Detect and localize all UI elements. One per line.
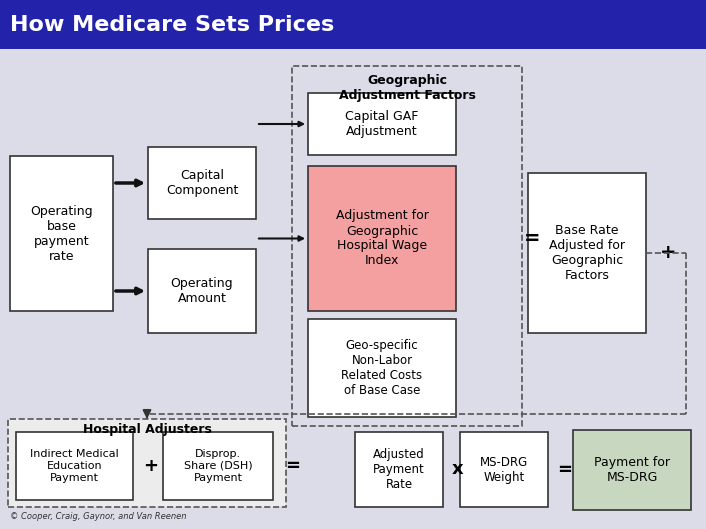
Bar xyxy=(0,0,706,49)
Text: Adjustment for
Geographic
Hospital Wage
Index: Adjustment for Geographic Hospital Wage … xyxy=(335,209,429,268)
Text: =: = xyxy=(558,461,573,479)
Text: =: = xyxy=(285,457,301,475)
Text: How Medicare Sets Prices: How Medicare Sets Prices xyxy=(10,15,334,35)
Bar xyxy=(148,147,256,219)
Bar xyxy=(8,419,286,507)
Text: Base Rate
Adjusted for
Geographic
Factors: Base Rate Adjusted for Geographic Factor… xyxy=(549,224,625,282)
Text: Disprop.
Share (DSH)
Payment: Disprop. Share (DSH) Payment xyxy=(184,450,252,482)
Text: © Cooper, Craig, Gaynor, and Van Reenen: © Cooper, Craig, Gaynor, and Van Reenen xyxy=(10,512,186,521)
Text: Operating
Amount: Operating Amount xyxy=(171,277,233,305)
Text: x: x xyxy=(452,461,464,479)
Text: Geographic
Adjustment Factors: Geographic Adjustment Factors xyxy=(339,74,475,102)
Bar xyxy=(10,156,113,311)
Text: MS-DRG
Weight: MS-DRG Weight xyxy=(480,455,528,484)
Bar xyxy=(460,432,548,507)
Text: +: + xyxy=(659,243,676,262)
Text: Capital GAF
Adjustment: Capital GAF Adjustment xyxy=(345,110,419,138)
Bar xyxy=(292,66,522,426)
Text: Operating
base
payment
rate: Operating base payment rate xyxy=(30,205,92,262)
Bar xyxy=(573,430,691,510)
Bar xyxy=(148,249,256,333)
Bar xyxy=(16,432,133,500)
Text: Capital
Component: Capital Component xyxy=(166,169,238,197)
Text: +: + xyxy=(143,457,159,475)
Text: Indirect Medical
Education
Payment: Indirect Medical Education Payment xyxy=(30,450,119,482)
Text: =: = xyxy=(524,229,540,248)
Bar xyxy=(163,432,273,500)
Text: Adjusted
Payment
Rate: Adjusted Payment Rate xyxy=(373,448,425,491)
Bar xyxy=(308,319,456,417)
Bar xyxy=(528,173,646,333)
Bar xyxy=(355,432,443,507)
Bar xyxy=(308,166,456,311)
Text: Hospital Adjusters: Hospital Adjusters xyxy=(83,423,211,435)
Text: Payment for
MS-DRG: Payment for MS-DRG xyxy=(594,456,670,484)
Bar xyxy=(308,93,456,155)
Text: Geo-specific
Non-Labor
Related Costs
of Base Case: Geo-specific Non-Labor Related Costs of … xyxy=(342,339,423,397)
